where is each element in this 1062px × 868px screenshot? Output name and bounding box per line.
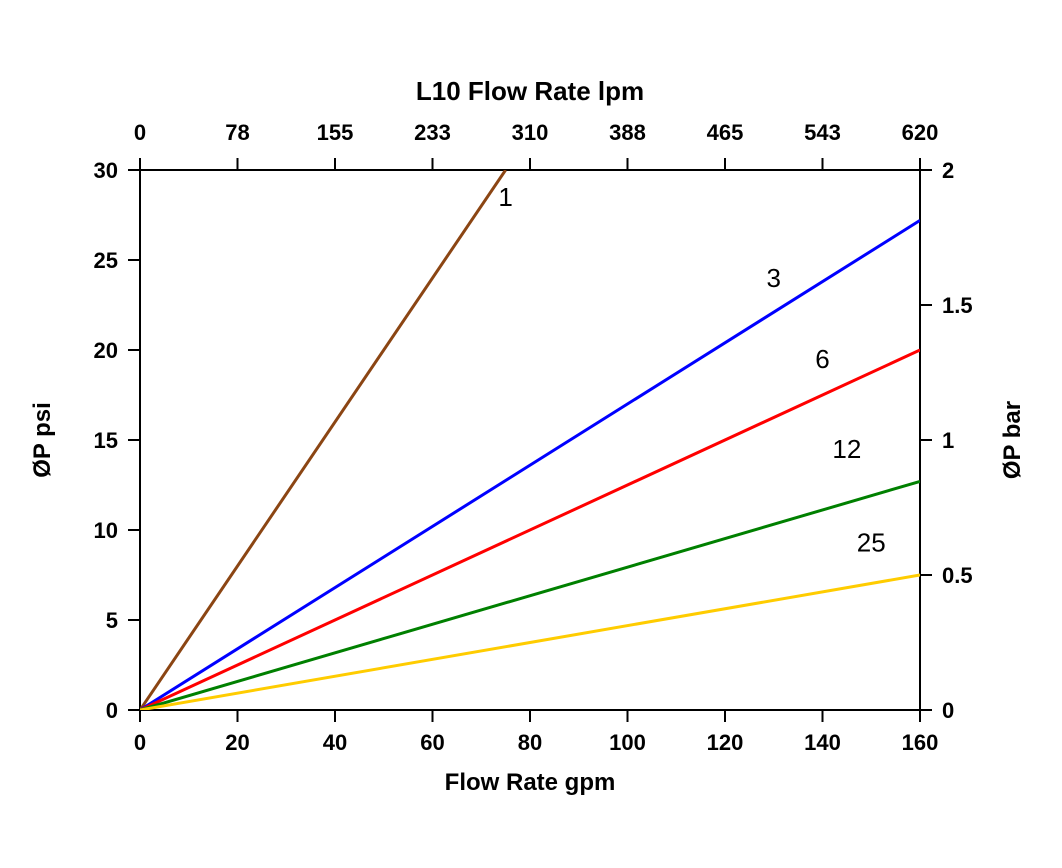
y-left-tick-label: 10	[94, 518, 118, 543]
ticks-top	[140, 158, 920, 170]
x-bottom-tick-label: 100	[609, 730, 646, 755]
tick-labels-left: 0 5 10 15 20 25 30	[94, 158, 118, 723]
series-label-12: 12	[832, 434, 861, 464]
x-bottom-tick-label: 0	[134, 730, 146, 755]
y-left-tick-label: 25	[94, 248, 118, 273]
x-top-axis-title: L10 Flow Rate lpm	[416, 76, 644, 106]
ticks-right	[920, 170, 932, 710]
x-top-tick-label: 78	[225, 120, 249, 145]
x-bottom-tick-label: 40	[323, 730, 347, 755]
y-right-tick-label: 0	[942, 698, 954, 723]
x-top-tick-label: 233	[414, 120, 451, 145]
x-top-tick-label: 310	[512, 120, 549, 145]
series-lines	[140, 170, 920, 710]
x-bottom-axis-title: Flow Rate gpm	[445, 769, 616, 796]
x-bottom-tick-label: 120	[707, 730, 744, 755]
y-left-axis-title: ØP psi	[29, 402, 56, 478]
x-bottom-tick-label: 20	[225, 730, 249, 755]
pressure-drop-chart: 051015202530 00.511.52 07815523331038846…	[0, 0, 1062, 868]
series-line-6	[140, 350, 920, 710]
series-label-6: 6	[815, 344, 829, 374]
x-top-tick-label: 155	[317, 120, 354, 145]
y-right-tick-label: 1	[942, 428, 954, 453]
y-right-tick-label: 2	[942, 158, 954, 183]
y-left-tick-label: 5	[106, 608, 118, 633]
x-bottom-tick-label: 60	[420, 730, 444, 755]
y-left-tick-label: 0	[106, 698, 118, 723]
x-top-tick-label: 620	[902, 120, 939, 145]
y-left-tick-label: 30	[94, 158, 118, 183]
y-right-tick-label: 1.5	[942, 293, 973, 318]
x-bottom-tick-label: 140	[804, 730, 841, 755]
x-top-tick-label: 0	[134, 120, 146, 145]
ticks-left	[128, 170, 140, 710]
y-right-axis-title: ØP bar	[999, 401, 1026, 479]
y-left-tick-label: 20	[94, 338, 118, 363]
tick-labels-top: 0 78 155 233 310 388 465 543 620	[134, 120, 938, 145]
x-top-tick-label: 543	[804, 120, 841, 145]
series-line-1	[140, 170, 506, 710]
series-labels: 1 3 6 12 25	[498, 182, 885, 558]
series-label-25: 25	[857, 528, 886, 558]
y-left-tick-label: 15	[94, 428, 118, 453]
series-line-3	[140, 220, 920, 710]
chart-svg: 051015202530 00.511.52 07815523331038846…	[0, 0, 1062, 868]
x-top-tick-label: 388	[609, 120, 646, 145]
x-top-tick-label: 465	[707, 120, 744, 145]
x-bottom-tick-label: 80	[518, 730, 542, 755]
tick-labels-bottom: 0 20 40 60 80 100 120 140 160	[134, 730, 938, 755]
y-right-tick-label: 0.5	[942, 563, 973, 588]
series-label-3: 3	[767, 263, 781, 293]
tick-labels-right: 0 0.5 1 1.5 2	[942, 158, 973, 723]
x-bottom-tick-label: 160	[902, 730, 939, 755]
ticks-bottom	[140, 710, 920, 722]
series-label-1: 1	[498, 182, 512, 212]
